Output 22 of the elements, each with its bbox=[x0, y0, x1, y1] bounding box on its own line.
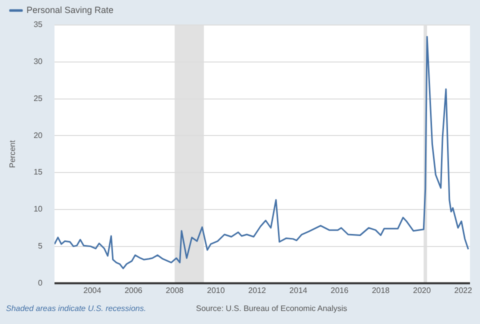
y-tick-label: 15 bbox=[34, 168, 44, 177]
x-tick-label: 2020 bbox=[413, 286, 432, 296]
source-note: Source: U.S. Bureau of Economic Analysis bbox=[196, 304, 348, 313]
y-tick-label: 35 bbox=[34, 20, 44, 30]
x-tick-label: 2012 bbox=[248, 286, 267, 296]
x-tick-label: 2016 bbox=[330, 286, 349, 296]
x-tick-label: 2010 bbox=[206, 286, 226, 296]
text: Shaded areas indicate U.S. recessions. bbox=[6, 304, 146, 313]
x-tick-label: 2008 bbox=[166, 286, 184, 296]
y-tick-label: 20 bbox=[34, 130, 44, 140]
legend-label: Personal Saving Rate bbox=[26, 4, 114, 15]
x-tick-label: 2004 bbox=[83, 286, 102, 296]
y-tick-label: 0 bbox=[38, 278, 44, 288]
y-tick-label: 5 bbox=[38, 242, 44, 251]
x-tick-label: 2022 bbox=[454, 286, 473, 296]
x-tick-label: 2018 bbox=[372, 286, 390, 296]
y-axis-title: Percent bbox=[8, 140, 18, 168]
y-tick-label: 25 bbox=[34, 94, 44, 103]
y-tick-label: 30 bbox=[34, 57, 44, 66]
y-tick-label: 10 bbox=[34, 204, 44, 214]
x-tick-label: 2014 bbox=[289, 286, 308, 296]
x-tick-label: 2006 bbox=[124, 286, 143, 296]
